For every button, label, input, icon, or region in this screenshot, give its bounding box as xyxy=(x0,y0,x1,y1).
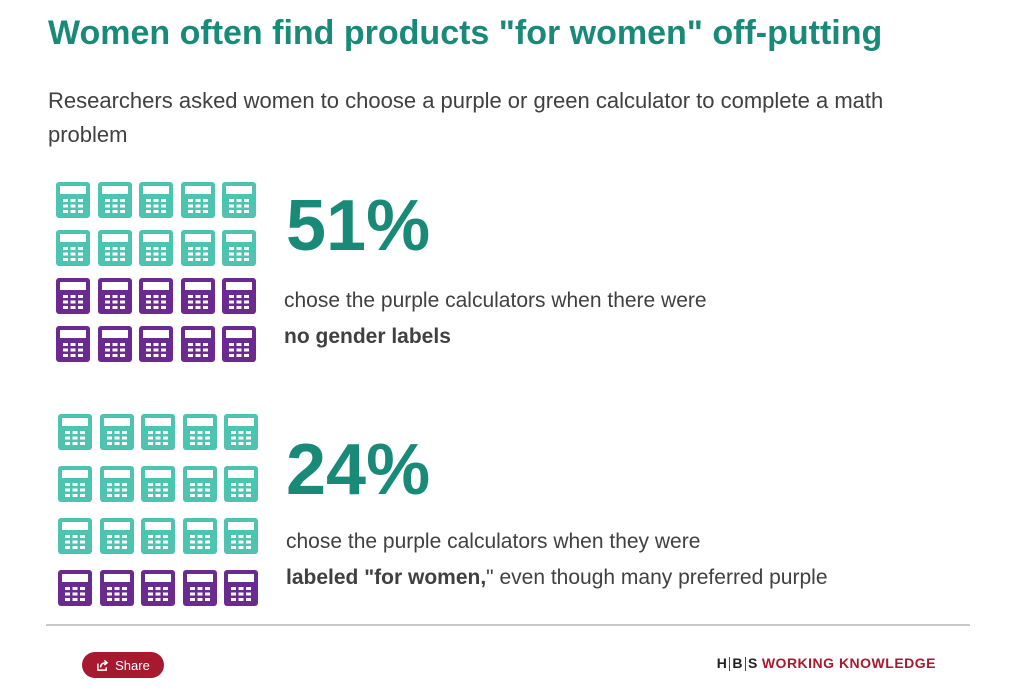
calculator-icon-green xyxy=(182,414,217,450)
calculator-icon-purple xyxy=(180,278,215,314)
calculator-icon-green xyxy=(224,518,258,554)
calculator-icon-green xyxy=(139,230,173,266)
description-bold: for women, xyxy=(374,566,487,589)
calculator-icon-green xyxy=(58,414,92,450)
calculator-icon-purple xyxy=(97,326,132,362)
description-plain: chose the purple calculators when they w… xyxy=(286,530,701,553)
calculator-icon-green xyxy=(222,182,256,218)
calculator-icon-green xyxy=(180,182,215,218)
description-suffix: " even though many preferred purple xyxy=(486,566,828,589)
calculator-icon-green xyxy=(141,518,175,554)
calculator-icon-green xyxy=(97,182,132,218)
calculator-icon-green xyxy=(56,230,90,266)
percent-for-women: 24% xyxy=(286,430,431,510)
percent-no-labels: 51% xyxy=(286,186,431,266)
brand-name: WORKING KNOWLEDGE xyxy=(761,655,936,672)
calculator-icon-green xyxy=(58,518,92,554)
calculator-icon-green xyxy=(141,466,175,502)
calculator-icon-purple xyxy=(56,278,90,314)
calculator-icon-green xyxy=(99,518,134,554)
calculator-icon-purple xyxy=(97,278,132,314)
share-label: Share xyxy=(115,657,150,673)
share-icon xyxy=(97,659,109,671)
calculator-icon-green xyxy=(182,518,217,554)
calculator-icon-green xyxy=(139,182,173,218)
calculator-icon-green xyxy=(58,466,92,502)
calculator-icon-purple xyxy=(180,326,215,362)
calculator-icon-green xyxy=(222,230,256,266)
description-bold-prefix: labeled " xyxy=(286,566,375,589)
divider xyxy=(46,624,970,626)
calculator-icon-green xyxy=(56,182,90,218)
description-for-women: chose the purple calculators when they w… xyxy=(286,524,828,596)
chart-subtitle: Researchers asked women to choose a purp… xyxy=(48,88,884,147)
chart-title: Women often find products "for women" of… xyxy=(48,14,883,52)
description-no-labels: chose the purple calculators when there … xyxy=(284,283,707,355)
calculator-icon-purple xyxy=(224,570,258,606)
calculator-icon-purple xyxy=(56,326,90,362)
calculator-icon-green xyxy=(182,466,217,502)
calculator-icon-purple xyxy=(58,570,92,606)
calculator-icon-purple xyxy=(141,570,175,606)
calculator-icon-green xyxy=(97,230,132,266)
calculator-icon-purple xyxy=(222,326,256,362)
calculator-icon-purple xyxy=(99,570,134,606)
calculator-icon-green xyxy=(180,230,215,266)
calculator-icon-purple xyxy=(182,570,217,606)
calculator-icon-green xyxy=(224,414,258,450)
calculator-icon-green xyxy=(141,414,175,450)
calculator-icon-green xyxy=(99,414,134,450)
calculator-icon-green xyxy=(99,466,134,502)
pictogram-grid-no-labels xyxy=(56,182,256,362)
description-bold: no gender labels xyxy=(284,325,451,348)
pictogram-grid-for-women xyxy=(58,414,258,608)
calculator-icon-green xyxy=(224,466,258,502)
calculator-icon-purple xyxy=(139,326,173,362)
share-button[interactable]: Share xyxy=(82,652,164,678)
description-plain: chose the purple calculators when there … xyxy=(284,289,707,312)
calculator-icon-purple xyxy=(139,278,173,314)
calculator-icon-purple xyxy=(222,278,256,314)
